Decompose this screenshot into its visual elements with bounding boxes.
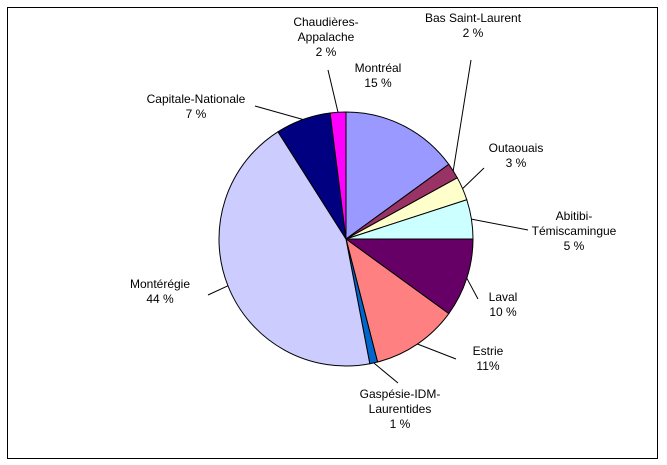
slice-label: Chaudières-Appalache 2 % <box>293 15 358 59</box>
leader-line <box>417 343 457 360</box>
leader-line <box>466 277 479 300</box>
pie-slice-laval <box>344 238 474 315</box>
slice-label: Montréal 15 % <box>355 61 402 90</box>
slice-label: Laval 10 % <box>489 290 518 319</box>
slice-label: Gaspésie-IDM-Laurentides 1 % <box>360 387 441 431</box>
slice-label: Bas Saint-Laurent 2 % <box>425 11 522 40</box>
pie-slice-montr-al <box>345 111 450 240</box>
pie-chart: Montréal 15 % Bas Saint-Laurent 2 % Outaouai… <box>130 11 617 431</box>
leader-line <box>471 218 529 231</box>
chart-frame: Montréal 15 % Bas Saint-Laurent 2 % Outaouai… <box>7 7 658 459</box>
pie-slice-mont-r-gie <box>218 131 371 367</box>
leader-line <box>462 167 485 189</box>
slice-label: Montérégie 44 % <box>130 277 190 306</box>
leader-line <box>254 105 304 120</box>
leader-line <box>207 285 229 296</box>
leader-line <box>373 362 399 384</box>
leader-line <box>452 59 472 171</box>
slice-label: Abitibi-Témiscamingue 5 % <box>532 209 617 253</box>
leader-line <box>327 69 339 113</box>
slice-label: Estrie 11% <box>473 344 504 373</box>
slice-label: Outaouais 3 % <box>489 141 544 170</box>
slice-label: Capitale-Nationale 7 % <box>147 92 246 121</box>
